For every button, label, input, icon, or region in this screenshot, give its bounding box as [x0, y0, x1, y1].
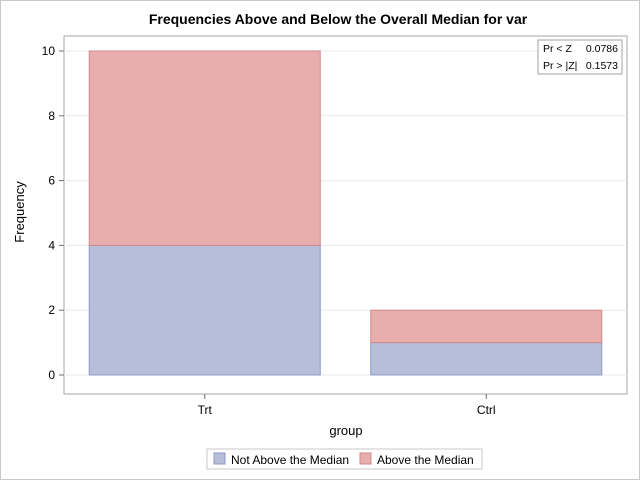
stats-inset: Pr < Z 0.0786 Pr > |Z| 0.1573: [537, 39, 623, 75]
bar-ctrl-series-1: [370, 309, 603, 344]
stats-label-1: Pr < Z: [543, 43, 572, 55]
legend-label-not-above: Not Above the Median: [231, 453, 349, 467]
x-axis-ticks: Trt Ctrl: [198, 394, 496, 417]
y-axis-label: Frequency: [12, 181, 27, 243]
y-tick-label: 0: [48, 368, 55, 382]
x-tick-label: Ctrl: [477, 403, 496, 417]
stats-inset-box: [537, 39, 623, 75]
y-tick-label: 10: [42, 44, 56, 58]
y-tick-label: 6: [48, 174, 55, 188]
y-tick-label: 8: [48, 109, 55, 123]
y-tick-label: 4: [48, 238, 55, 252]
chart-title: Frequencies Above and Below the Overall …: [149, 11, 528, 27]
x-tick-label: Trt: [198, 403, 213, 417]
legend-label-above: Above the Median: [377, 453, 474, 467]
x-axis-label: group: [329, 423, 362, 438]
y-axis-ticks: 0 2 4 6 8 10: [42, 44, 64, 382]
bars: [88, 50, 603, 376]
bar-trt-series-0: [88, 244, 321, 376]
bar-trt-series-1: [88, 50, 321, 246]
legend-swatch-not-above: [213, 452, 226, 465]
legend-swatch-above: [359, 452, 372, 465]
stats-value-1: 0.0786: [586, 43, 618, 55]
legend-box: [206, 448, 483, 470]
y-tick-label: 2: [48, 303, 55, 317]
stats-value-2: 0.1573: [586, 60, 618, 72]
stats-label-2: Pr > |Z|: [543, 60, 577, 72]
legend: Not Above the Median Above the Median: [206, 448, 483, 470]
bar-ctrl-series-0: [370, 342, 603, 376]
